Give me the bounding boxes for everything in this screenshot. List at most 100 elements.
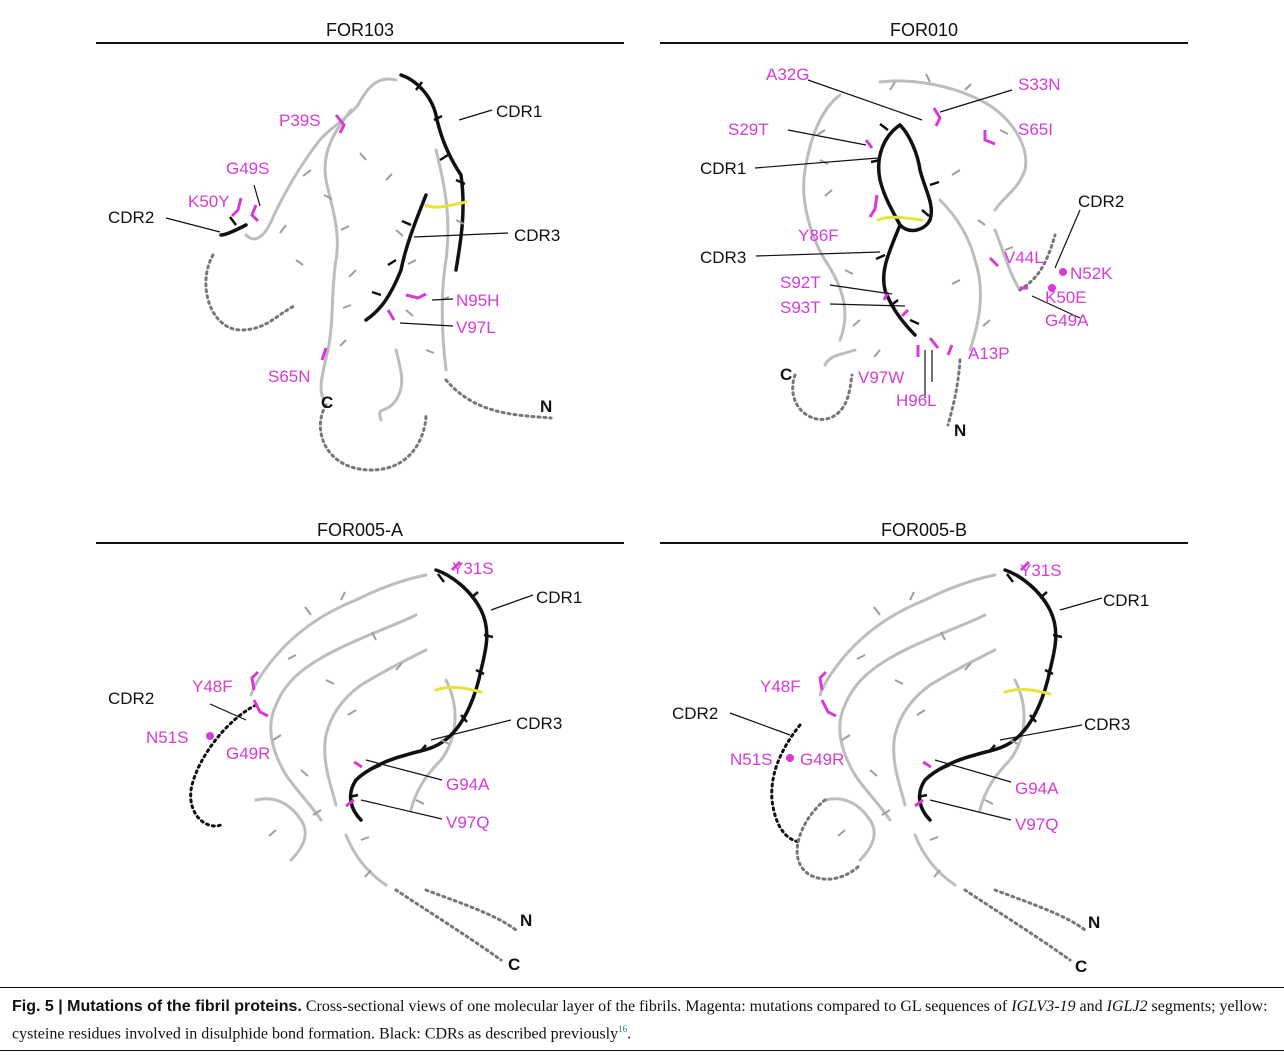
mutation-label: G49R (800, 750, 844, 769)
cdr3-label: CDR3 (1084, 715, 1130, 734)
mutation-label: A13P (968, 344, 1010, 363)
c-terminus-label: C (508, 955, 520, 974)
gene-name: IGLV3-19 (1011, 998, 1076, 1015)
panel-for005-b: FOR005-B (660, 520, 1188, 980)
cdr2-label: CDR2 (672, 704, 718, 723)
mutation-label: N51S (730, 750, 773, 769)
cdr2-label: CDR2 (108, 689, 154, 708)
mutation-dots (206, 732, 214, 740)
mutation-label: A32G (766, 65, 809, 84)
cdr3-label: CDR3 (516, 714, 562, 733)
mutation-label: Y31S (452, 559, 494, 578)
mutation-label: K50E (1045, 288, 1087, 307)
mutation-label: V97Q (1015, 815, 1058, 834)
mutation-label: V97Q (446, 813, 489, 832)
mutation-label: N52K (1070, 264, 1113, 283)
panel-title: FOR103 (325, 20, 395, 40)
backbone (189, 568, 518, 962)
panel-for010: FOR010 (660, 20, 1188, 480)
figure-caption: Fig. 5 | Mutations of the fibril protein… (12, 996, 1274, 1045)
mutation-label: Y31S (1020, 561, 1062, 580)
panel-title: FOR005-A (316, 520, 404, 540)
mutation-label: G94A (1015, 779, 1059, 798)
mutation-label: G49A (1045, 311, 1089, 330)
c-terminus-label: C (321, 393, 333, 412)
cdr1-label: CDR1 (536, 588, 582, 607)
panel-for005-a: FOR005-A (96, 520, 624, 980)
mutation-side-chains (818, 560, 1031, 808)
mutation-label: V97W (858, 368, 904, 387)
leader-lines (165, 109, 509, 327)
panel-title-rule (96, 542, 624, 544)
structure-for005-a: Y31S CDR1 Y48F CDR2 CDR3 N51S G49R G94A … (108, 559, 582, 974)
backbone (791, 79, 1057, 427)
cdr-side-chains (870, 123, 940, 326)
cdr-side-chains (917, 573, 1063, 799)
leader-lines (209, 594, 534, 820)
backbone (770, 568, 1087, 962)
panel-title: FOR005-B (880, 520, 968, 540)
cdr1-label: CDR1 (1103, 591, 1149, 610)
structure-for005-b: Y31S CDR1 Y48F CDR2 CDR3 N51S G49R G94A … (672, 560, 1149, 976)
mutation-label: S92T (780, 273, 821, 292)
mutation-label: S65I (1018, 120, 1053, 139)
cdr2-label: CDR2 (108, 208, 154, 227)
caption-top-rule (0, 987, 1284, 988)
panel-title-rule (96, 42, 624, 44)
panel-for103: FOR103 (96, 20, 624, 480)
mutation-dots (786, 754, 794, 762)
cdr2-label: CDR2 (1078, 192, 1124, 211)
cdr-side-chains (348, 573, 494, 799)
leader-lines (754, 79, 1081, 398)
mutation-label: S93T (780, 298, 821, 317)
mutation-label: N95H (456, 291, 499, 310)
mutation-label: V97L (456, 318, 496, 337)
mutation-label: S65N (268, 367, 311, 386)
leader-lines (729, 597, 1103, 821)
figure-label: Fig. 5 | Mutations of the fibril protein… (12, 998, 302, 1015)
cdr1-label: CDR1 (700, 159, 746, 178)
structure-for103: P39S G49S K50Y CDR1 CDR2 CDR3 N95H V97L … (108, 73, 560, 472)
mutation-label: G94A (446, 775, 490, 794)
structure-for010: A32G S33N S29T S65I CDR1 CDR2 Y86F CDR3 … (700, 65, 1124, 440)
cdr-side-chains (229, 81, 466, 297)
caption-text: segments; yellow: cysteine residues invo… (12, 998, 1268, 1043)
side-chains (268, 591, 450, 878)
panel-title-rule (660, 42, 1188, 44)
cdr1-label: CDR1 (496, 102, 542, 121)
reference-link[interactable]: 16 (618, 1024, 628, 1034)
mutation-side-chains (250, 560, 462, 808)
mutation-label: H96L (896, 391, 937, 410)
mutation-dots (1048, 268, 1067, 292)
n-terminus-label: N (540, 397, 552, 416)
side-chains (837, 591, 1019, 878)
gene-name: IGLJ2 (1106, 998, 1148, 1015)
c-terminus-label: C (780, 365, 792, 384)
mutation-label: Y48F (760, 677, 801, 696)
mutation-label: G49R (226, 744, 270, 763)
mutation-label: P39S (279, 111, 321, 130)
mutation-label: S33N (1018, 75, 1061, 94)
c-terminus-label: C (1075, 957, 1087, 976)
mutation-label: Y48F (192, 677, 233, 696)
mutation-label: K50Y (188, 192, 230, 211)
cdr3-label: CDR3 (514, 226, 560, 245)
n-terminus-label: N (520, 911, 532, 930)
n-terminus-label: N (954, 421, 966, 440)
cdr3-label: CDR3 (700, 248, 746, 267)
mutation-label: S29T (728, 120, 769, 139)
mutation-label: Y86F (798, 226, 839, 245)
mutation-label: G49S (226, 159, 269, 178)
panel-title-rule (660, 542, 1188, 544)
mutation-side-chains (864, 107, 1028, 357)
caption-text: and (1075, 998, 1107, 1015)
mutation-label: V44L (1004, 248, 1044, 267)
panel-title: FOR010 (889, 20, 959, 40)
backbone (204, 73, 553, 472)
caption-bottom-rule (0, 1050, 1284, 1051)
side-chains (279, 152, 465, 354)
mutation-side-chains (230, 114, 427, 361)
mutation-label: N51S (146, 728, 189, 747)
caption-text: . (627, 1025, 632, 1043)
n-terminus-label: N (1088, 913, 1100, 932)
